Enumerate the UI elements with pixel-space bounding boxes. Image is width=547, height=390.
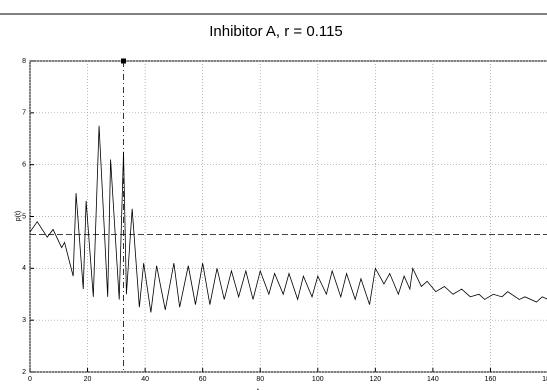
x-tick-label: 0 bbox=[28, 376, 32, 383]
y-tick-label: 8 bbox=[22, 58, 26, 65]
marker bbox=[121, 58, 127, 64]
y-axis-label: p(t) bbox=[15, 211, 22, 222]
y-tick-label: 6 bbox=[22, 162, 26, 169]
x-tick-label: 20 bbox=[84, 376, 92, 383]
x-tick-label: 180 bbox=[542, 376, 547, 383]
x-tick-label: 160 bbox=[485, 376, 497, 383]
chart-title: Inhibitor A, r = 0.115 bbox=[209, 23, 343, 40]
x-tick-label: 140 bbox=[427, 376, 439, 383]
data-line bbox=[29, 125, 547, 313]
x-tick-label: 120 bbox=[369, 376, 381, 383]
y-tick-label: 3 bbox=[22, 317, 26, 324]
y-tick-label: 2 bbox=[22, 369, 26, 376]
x-tick-label: 80 bbox=[256, 376, 264, 383]
x-tick-label: 40 bbox=[141, 376, 149, 383]
x-axis-label: t bbox=[257, 388, 259, 390]
x-tick-label: 100 bbox=[312, 376, 324, 383]
y-tick-label: 5 bbox=[22, 213, 26, 220]
y-tick-label: 7 bbox=[22, 110, 26, 117]
x-tick-label: 60 bbox=[199, 376, 207, 383]
y-tick-label: 4 bbox=[22, 265, 26, 272]
